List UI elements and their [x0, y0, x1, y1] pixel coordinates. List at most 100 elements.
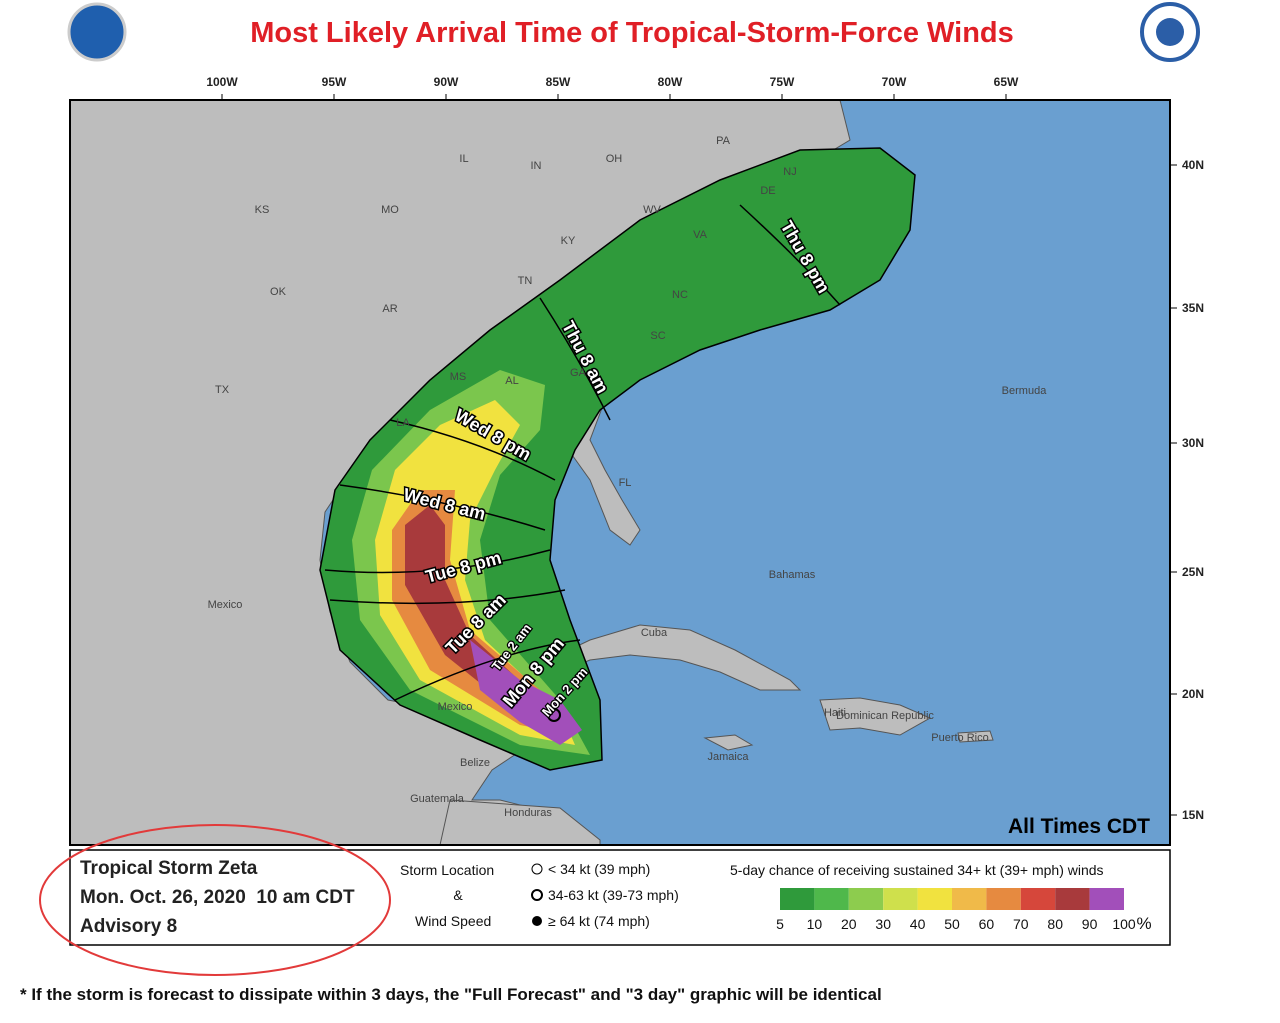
region-label: IN [531, 160, 542, 172]
advisory-date: Mon. Oct. 26, 2020 10 am CDT [80, 887, 355, 908]
scale-swatch [814, 888, 849, 910]
arrival-isochrones [324, 204, 841, 701]
longitude-label: 80W [658, 75, 683, 89]
swath-band-90 [470, 640, 582, 745]
region-label: Puerto Rico [931, 732, 988, 744]
symbol-label: 34-63 kt (39-73 mph) [548, 887, 679, 903]
nws-logo-inner [1156, 18, 1184, 46]
region-label: Honduras [504, 807, 552, 819]
advisory-number: Advisory 8 [80, 916, 177, 937]
region-label: DE [760, 185, 775, 197]
symbol-hurricane [532, 916, 542, 926]
longitude-label: 75W [770, 75, 795, 89]
region-label: SC [650, 330, 665, 342]
region-label: Mexico [208, 599, 243, 611]
scale-swatch [952, 888, 987, 910]
region-label: FL [619, 477, 632, 489]
region-label: Cuba [641, 627, 668, 639]
scale-swatch [848, 888, 884, 910]
storm-position [547, 708, 561, 722]
longitude-label: 100W [206, 75, 238, 89]
longitude-label: 65W [994, 75, 1019, 89]
region-label: Bermuda [1002, 385, 1048, 397]
land-puerto-rico [957, 730, 994, 743]
scale-tick-label: 40 [910, 916, 926, 932]
scale-tick-label: 30 [875, 916, 891, 932]
scale-tick-label: 20 [841, 916, 857, 932]
isochrone [394, 639, 581, 701]
latitude-label: 25N [1182, 565, 1204, 579]
swath-band-80 [405, 505, 560, 725]
longitude-label: 70W [882, 75, 907, 89]
latitude-label: 35N [1182, 301, 1204, 315]
region-label: Jamaica [708, 751, 750, 763]
region-label: WV [643, 204, 661, 216]
scale-swatch [780, 888, 815, 910]
region-label: AL [505, 375, 518, 387]
region-label: MO [381, 204, 399, 216]
region-label: Dominican Republic [836, 710, 934, 722]
region-label: LA [396, 417, 410, 429]
symbol-label: ≥ 64 kt (74 mph) [548, 913, 650, 929]
scale-tick-label: 60 [979, 916, 995, 932]
scale-swatch [1020, 888, 1056, 910]
footnote: * If the storm is forecast to dissipate … [20, 985, 882, 1004]
scale-unit: % [1136, 914, 1151, 933]
scale-swatch [1055, 888, 1090, 910]
region-label: TX [215, 384, 230, 396]
region-label: NJ [783, 166, 796, 178]
scale-tick-label: 50 [944, 916, 960, 932]
latitude-label: 30N [1182, 436, 1204, 450]
region-label: Haiti [824, 707, 846, 719]
scale-swatch [1089, 888, 1124, 910]
region-label: KY [561, 235, 576, 247]
noaa-logo [67, 2, 127, 62]
land-honduras [439, 799, 601, 846]
region-label: TN [518, 275, 533, 287]
symbol-tropical-storm [531, 889, 543, 901]
region-label: GA [570, 367, 587, 379]
map-frame [69, 99, 1171, 846]
scale-title: 5-day chance of receiving sustained 34+ … [730, 862, 1104, 878]
region-label: Guatemala [410, 793, 465, 805]
storm-location-title: Storm Location [400, 862, 494, 878]
isochrone [329, 589, 566, 605]
scale-swatch [986, 888, 1021, 910]
scale-tick-label: 10 [807, 916, 823, 932]
region-label: OK [270, 286, 287, 298]
isochrone [339, 484, 546, 531]
ampersand: & [453, 887, 463, 903]
longitude-label: 85W [546, 75, 571, 89]
map: PA OH IN IL KS MO KY WV VA DE NJ TN NC SC OK AR TX MS AL GA… [69, 99, 1171, 846]
storm-name: Tropical Storm Zeta [80, 858, 258, 879]
times-note: All Times CDT [1008, 815, 1150, 838]
isochrone [539, 297, 611, 421]
region-label: MS [450, 371, 467, 383]
scale-tick-label: 70 [1013, 916, 1029, 932]
symbol-weak [531, 863, 543, 875]
land-cuba [547, 624, 802, 691]
wind-speed-title: Wind Speed [415, 913, 491, 929]
latitude-label: 15N [1182, 808, 1204, 822]
region-label: PA [716, 135, 731, 147]
region-label: IL [459, 153, 468, 165]
scale-tick-label: 100 [1112, 916, 1136, 932]
latitude-label: 20N [1182, 687, 1204, 701]
land-hispaniola [819, 697, 932, 736]
region-label: AR [382, 303, 397, 315]
region-label: Bahamas [769, 569, 816, 581]
longitude-label: 90W [434, 75, 459, 89]
region-label: Mexico [438, 701, 473, 713]
longitude-label: 95W [322, 75, 347, 89]
region-label: OH [606, 153, 623, 165]
title: Most Likely Arrival Time of Tropical-Sto… [250, 17, 1014, 49]
scale-tick-label: 90 [1082, 916, 1098, 932]
region-label: Belize [460, 757, 490, 769]
scale-tick-label: 5 [776, 916, 784, 932]
symbol-label: < 34 kt (39 mph) [548, 861, 650, 877]
isochrone [324, 549, 551, 574]
region-label: KS [255, 204, 270, 216]
land-jamaica [703, 734, 754, 751]
region-label: VA [693, 229, 708, 241]
